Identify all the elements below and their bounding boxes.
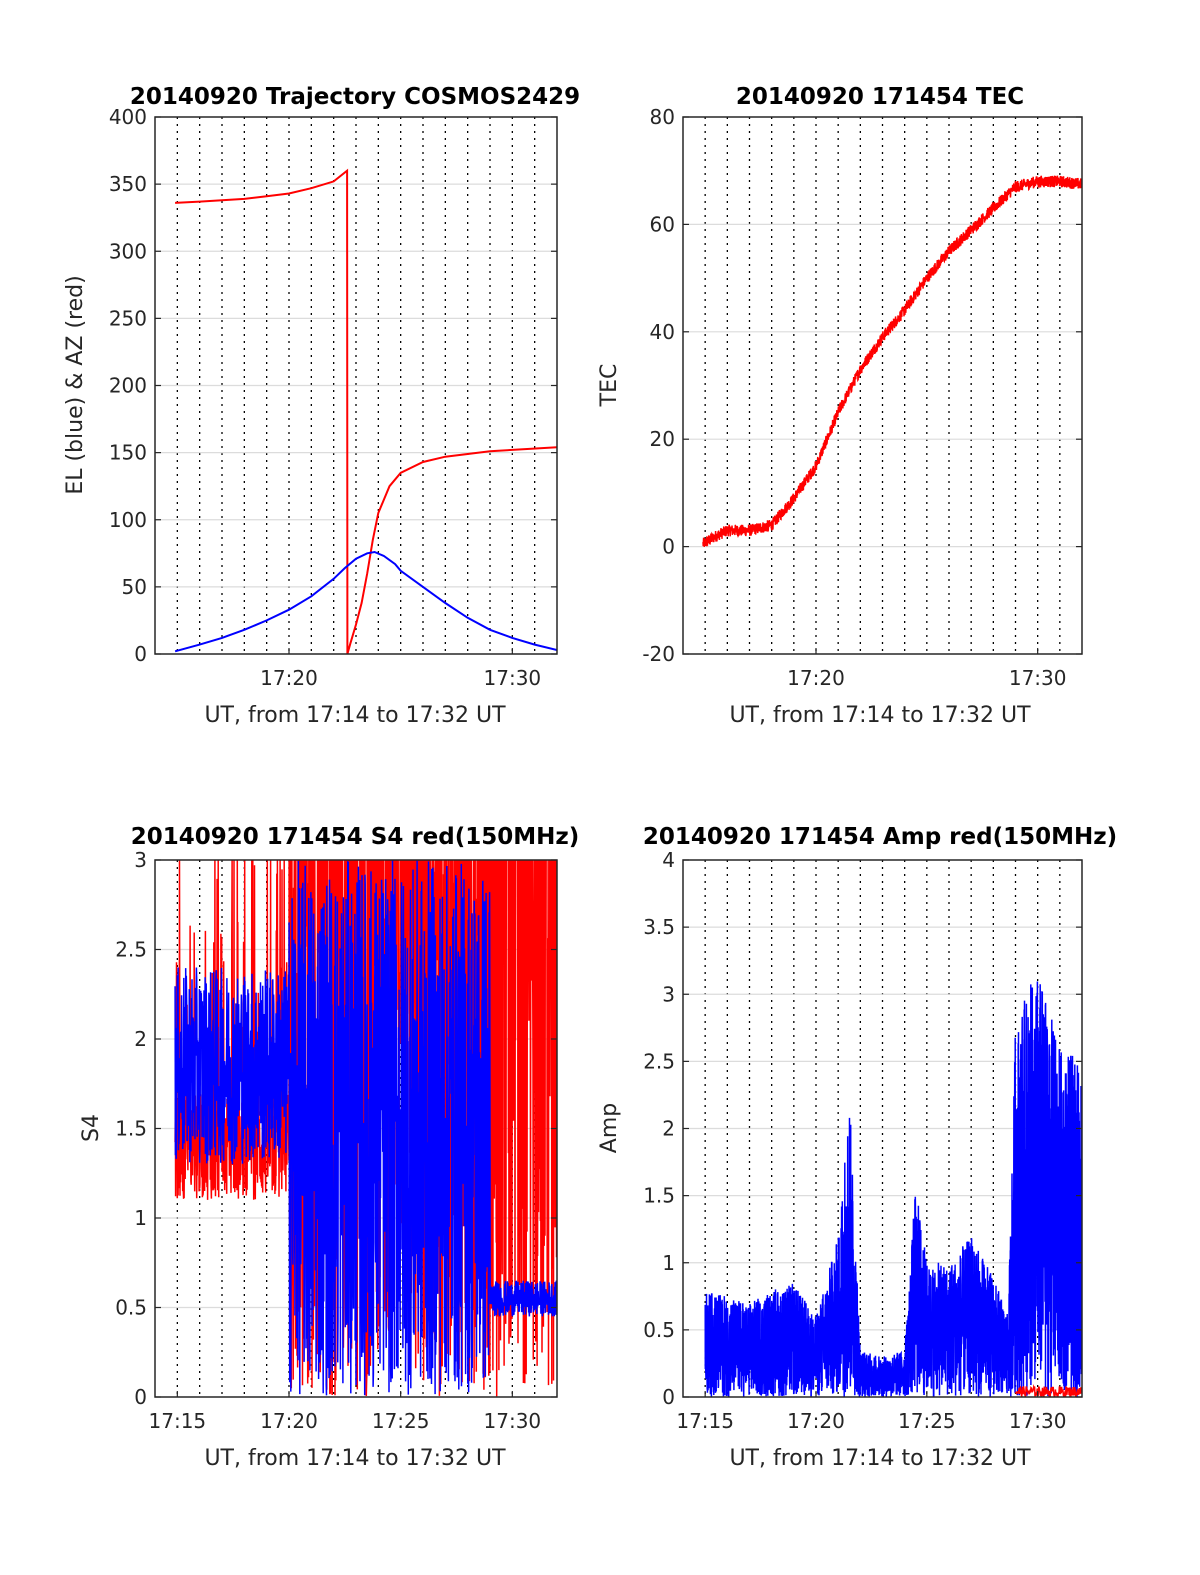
y-axis-label: TEC <box>597 364 622 408</box>
x-tick-label: 17:15 <box>676 1409 734 1433</box>
elevation-line <box>174 550 557 653</box>
y-tick-label: 100 <box>109 508 147 532</box>
s4-blue-line <box>174 860 557 1396</box>
y-tick-label: 0 <box>662 535 675 559</box>
plot-area <box>702 175 1082 548</box>
y-tick-label: 40 <box>650 320 675 344</box>
x-tick-label: 17:30 <box>1009 666 1067 690</box>
chart-title: 20140920 Trajectory COSMOS2429 <box>130 84 580 110</box>
amp-chart: 20140920 171454 Amp red(150MHz) UT, from… <box>597 824 1117 1471</box>
x-axis-label: UT, from 17:14 to 17:32 UT <box>729 703 1031 728</box>
y-tick-label: 1.5 <box>115 1117 147 1141</box>
y-tick-label: -20 <box>642 642 675 666</box>
y-tick-label: 2.5 <box>115 938 147 962</box>
axes-box <box>682 116 1083 655</box>
y-axis-label: Amp <box>597 1103 622 1153</box>
y-tick-label: 250 <box>109 306 147 330</box>
y-tick-label: 0.5 <box>643 1318 675 1342</box>
x-axis-label: UT, from 17:14 to 17:32 UT <box>204 1446 506 1471</box>
y-tick-label: 350 <box>109 172 147 196</box>
y-tick-label: 300 <box>109 239 147 263</box>
x-tick-label: 17:15 <box>149 1409 207 1433</box>
x-tick-label: 17:25 <box>372 1409 430 1433</box>
chart-title: 20140920 171454 TEC <box>736 84 1024 110</box>
y-tick-label: 4 <box>662 848 675 872</box>
x-tick-label: 17:20 <box>260 666 318 690</box>
y-tick-label: 20 <box>650 427 675 451</box>
plot-area <box>174 168 557 654</box>
azimuth-line <box>175 168 557 654</box>
x-axis-label: UT, from 17:14 to 17:32 UT <box>729 1446 1031 1471</box>
y-tick-label: 1.5 <box>643 1184 675 1208</box>
x-tick-label: 17:30 <box>484 1409 542 1433</box>
x-tick-label: 17:20 <box>787 666 845 690</box>
x-axis-label: UT, from 17:14 to 17:32 UT <box>204 703 506 728</box>
y-tick-label: 60 <box>650 212 675 236</box>
x-tick-label: 17:20 <box>260 1409 318 1433</box>
y-tick-label: 0.5 <box>115 1296 147 1320</box>
y-tick-label: 3 <box>662 982 675 1006</box>
amp-blue-line <box>704 981 1082 1397</box>
tec-chart: 20140920 171454 TEC UT, from 17:14 to 17… <box>597 84 1083 728</box>
y-tick-label: 80 <box>650 105 675 129</box>
y-tick-label: 0 <box>662 1385 675 1409</box>
chart-title: 20140920 171454 S4 red(150MHz) <box>131 824 580 850</box>
y-tick-label: 3 <box>134 848 147 872</box>
x-tick-label: 17:25 <box>898 1409 956 1433</box>
y-tick-label: 1 <box>662 1251 675 1275</box>
x-tick-label: 17:20 <box>787 1409 845 1433</box>
tec-line <box>702 175 1082 548</box>
y-tick-label: 150 <box>109 441 147 465</box>
x-tick-label: 17:30 <box>484 666 542 690</box>
y-axis-label: S4 <box>79 1114 104 1142</box>
y-tick-label: 2 <box>134 1027 147 1051</box>
chart-title: 20140920 171454 Amp red(150MHz) <box>643 824 1117 850</box>
y-tick-label: 3.5 <box>643 915 675 939</box>
y-axis-label: EL (blue) & AZ (red) <box>63 275 88 494</box>
y-tick-label: 0 <box>134 642 147 666</box>
s4-chart: 20140920 171454 S4 red(150MHz) UT, from … <box>79 824 579 1471</box>
y-tick-label: 1 <box>134 1206 147 1230</box>
plot-area <box>174 860 557 1397</box>
trajectory-chart: 20140920 Trajectory COSMOS2429 UT, from … <box>63 84 580 728</box>
y-tick-label: 0 <box>134 1385 147 1409</box>
y-tick-label: 50 <box>122 575 147 599</box>
y-tick-label: 2 <box>662 1117 675 1141</box>
y-tick-label: 200 <box>109 374 147 398</box>
y-tick-label: 2.5 <box>643 1049 675 1073</box>
y-tick-label: 400 <box>109 105 147 129</box>
x-tick-label: 17:30 <box>1009 1409 1067 1433</box>
